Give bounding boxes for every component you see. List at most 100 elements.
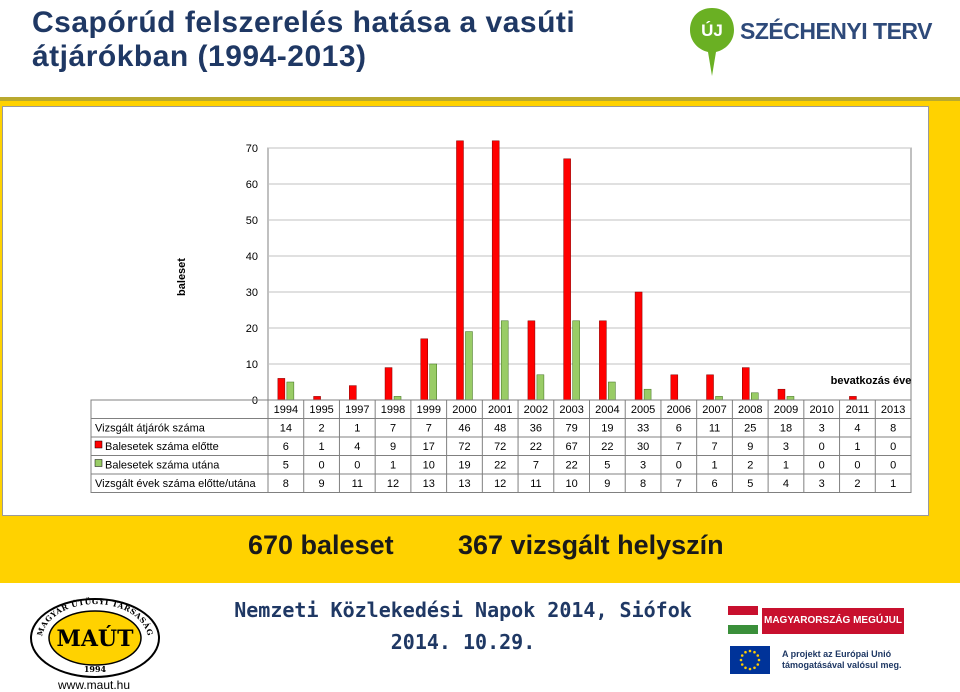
table-cell: 7: [390, 423, 396, 435]
summary-locations: 367 vizsgált helyszín: [458, 530, 724, 560]
bar-before: [849, 396, 857, 401]
table-cell: 4: [854, 423, 860, 435]
table-cell: 8: [283, 478, 289, 490]
bar-before: [563, 158, 571, 401]
maut-url: www.maut.hu: [58, 678, 131, 692]
table-row-label: Balesetek száma előtte: [105, 441, 219, 453]
summary-accidents: 670 baleset: [248, 530, 394, 560]
bar-after: [500, 320, 509, 401]
bar-after: [643, 388, 652, 401]
table-cell: 1: [390, 460, 396, 472]
maut-year: 1994: [84, 664, 107, 674]
table-row-label: Vizsgált átjárók száma: [95, 423, 206, 435]
table-cell: 3: [783, 441, 789, 453]
x-tick-label: 2010: [809, 404, 833, 416]
table-cell: 19: [458, 460, 470, 472]
table-cell: 6: [283, 441, 289, 453]
x-tick-label: 1994: [274, 404, 298, 416]
table-cell: 6: [676, 423, 682, 435]
eu-flag-icon: [730, 646, 770, 674]
y-tick-label: 10: [246, 359, 258, 371]
table-cell: 8: [640, 478, 646, 490]
table-cell: 9: [319, 478, 325, 490]
table-cell: 18: [780, 423, 792, 435]
bar-before: [456, 140, 464, 401]
x-tick-label: 2000: [452, 404, 476, 416]
y-tick-label: 50: [246, 215, 258, 227]
table-cell: 9: [604, 478, 610, 490]
eu-star: [740, 663, 744, 666]
table-cell: 3: [819, 423, 825, 435]
table-cell: 4: [783, 478, 789, 490]
table-cell: 12: [387, 478, 399, 490]
bar-after: [786, 396, 795, 401]
table-cell: 36: [530, 423, 542, 435]
table-cell: 5: [283, 460, 289, 472]
x-tick-label: 2003: [559, 404, 583, 416]
eu-text: A projekt az Európai Unió támogatásával …: [782, 649, 902, 671]
table-cell: 72: [458, 441, 470, 453]
table-cell: 1: [854, 441, 860, 453]
table-cell: 7: [676, 441, 682, 453]
plot-area: [267, 147, 912, 401]
bar-after: [393, 396, 402, 401]
table-cell: 6: [711, 478, 717, 490]
table-cell: 22: [601, 441, 613, 453]
data-table-border: [90, 399, 912, 493]
table-cell: 12: [494, 478, 506, 490]
bar-before: [634, 291, 643, 401]
table-row-label: Vizsgált évek száma előtte/utána: [95, 478, 256, 490]
x-tick-label: 2005: [631, 404, 655, 416]
bar-before: [777, 388, 786, 401]
x-tick-label: 2001: [488, 404, 512, 416]
x-tick-label: 2009: [774, 404, 798, 416]
bar-before: [277, 378, 286, 401]
table-cell: 0: [890, 441, 896, 453]
table-cell: 46: [458, 423, 470, 435]
bar-before: [384, 367, 393, 401]
table-cell: 7: [533, 460, 539, 472]
bar-after: [536, 374, 545, 401]
table-cell: 0: [819, 460, 825, 472]
table-cell: 22: [494, 460, 506, 472]
chart-container: 0 10 20 30 40 50 60 70 baleset bevatkozás éve 1994…: [2, 106, 929, 516]
title-line-1: Csapórúd felszerelés hatása a vasúti: [32, 6, 576, 39]
table-cell: 1: [319, 441, 325, 453]
table-cell: 0: [354, 460, 360, 472]
logo-text: SZÉCHENYI TERV: [740, 18, 932, 44]
y-tick-label: 20: [246, 323, 258, 335]
hungarian-flag-icon: [728, 606, 758, 634]
table-cell: 9: [390, 441, 396, 453]
table-cell: 2: [747, 460, 753, 472]
hungary-banner: MAGYARORSZÁG MEGÚJUL: [762, 608, 904, 634]
eu-star: [748, 649, 752, 653]
table-cell: 13: [423, 478, 435, 490]
bar-before: [349, 385, 357, 401]
eu-star: [756, 654, 760, 657]
table-cell: 10: [566, 478, 578, 490]
x-tick-label: 1999: [417, 404, 441, 416]
maut-name: MAÚT: [57, 625, 135, 652]
bar-before: [313, 396, 321, 401]
bar-before: [742, 367, 750, 401]
eu-star: [740, 654, 744, 657]
table-cell: 8: [890, 423, 896, 435]
table-cell: 9: [747, 441, 753, 453]
table-cell: 5: [604, 460, 610, 472]
bar-after: [429, 363, 437, 401]
bar-after: [465, 331, 473, 401]
table-cell: 67: [566, 441, 578, 453]
table-cell: 19: [601, 423, 613, 435]
y-tick-label: 60: [246, 179, 258, 191]
x-tick-label: 2008: [738, 404, 762, 416]
eu-star: [744, 666, 747, 670]
eu-star: [748, 667, 752, 671]
table-cell: 11: [530, 478, 541, 490]
x-axis-label: bevatkozás éve: [831, 375, 912, 387]
x-tick-label: 2007: [702, 404, 726, 416]
y-tick-label: 70: [246, 143, 258, 155]
y-tick-label: 40: [246, 251, 258, 263]
x-tick-label: 2013: [881, 404, 905, 416]
bar-before: [527, 320, 536, 401]
bar-before: [491, 140, 500, 401]
